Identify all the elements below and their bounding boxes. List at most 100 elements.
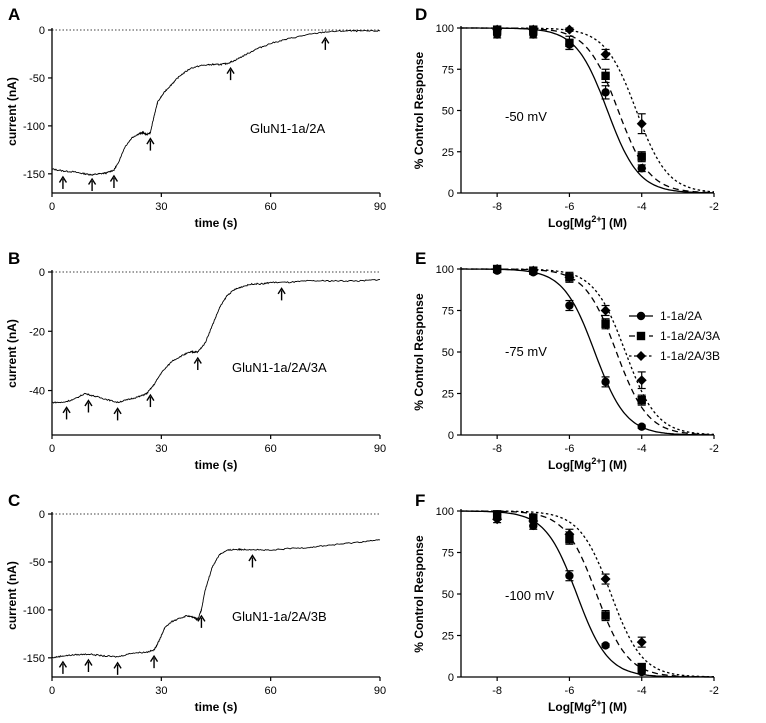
drug-application-arrow: [248, 554, 257, 568]
arrow-head: [146, 137, 155, 145]
y-tick-label: -100: [23, 121, 45, 133]
arrow-head: [87, 177, 97, 185]
x-tick-label: -6: [565, 201, 575, 213]
arrow-head: [321, 36, 330, 44]
data-point-square: [601, 71, 610, 81]
data-point-circle: [601, 641, 610, 650]
x-axis-title-main: Log[Mg: [548, 216, 591, 230]
panel-f: -8 -6 -4 -2 0 25 50 75 100 Log[Mg2+] (M) % Control…: [412, 506, 719, 714]
drug-application-arrow: [84, 658, 93, 672]
arrow-head: [248, 554, 257, 562]
legend-marker-diamond: [636, 351, 646, 361]
data-point-circle: [601, 377, 610, 387]
data-point-square: [565, 38, 574, 48]
legend-marker-square: [636, 331, 646, 341]
drug-application-arrow: [146, 137, 155, 151]
y-tick-label: -150: [23, 653, 45, 665]
data-point-diamond: [564, 272, 575, 283]
current-trace: [51, 278, 381, 404]
data-point-diamond: [600, 305, 611, 316]
data-point-diamond: [528, 24, 539, 35]
drug-application-arrow: [109, 174, 119, 188]
annotation-label: -75 mV: [505, 344, 547, 359]
y-tick-label: 75: [442, 64, 454, 76]
panel-b: 0 30 60 90 0 -20 -40 time (s) current (nA) GluN1-…: [5, 267, 386, 472]
data-point-diamond: [528, 515, 539, 526]
data-point-diamond: [600, 49, 611, 60]
annotation-label: GluN1-1a/2A: [250, 121, 325, 136]
y-tick-label: 75: [442, 548, 454, 560]
arrow-head: [84, 399, 93, 407]
x-axis-title: Log[Mg2+] (M): [548, 456, 627, 472]
drug-application-arrow: [113, 661, 122, 675]
x-axis-title-sup: 2+: [591, 214, 601, 224]
x-tick-label: -4: [637, 443, 647, 455]
x-axis-title: time (s): [195, 216, 238, 230]
x-tick-label: -6: [565, 443, 575, 455]
x-tick-label: 90: [374, 201, 386, 213]
x-tick-label: -2: [709, 201, 719, 213]
y-tick-label: 50: [442, 347, 454, 359]
y-tick-label: -50: [29, 557, 45, 569]
legend-label: 1-1a/2A/3A: [660, 329, 720, 343]
arrow-head: [113, 661, 122, 669]
fit-curve-square: [461, 27, 714, 194]
drug-application-arrow: [87, 177, 97, 191]
fit-curve-diamond: [461, 510, 715, 678]
y-tick-label: 100: [436, 23, 454, 35]
data-point-diamond: [564, 529, 575, 540]
x-axis-title: Log[Mg2+] (M): [548, 214, 627, 230]
x-tick-label: -4: [637, 685, 647, 697]
x-axis-title: Log[Mg2+] (M): [548, 698, 627, 714]
x-axis-title-end: ] (M): [602, 700, 627, 714]
y-tick-label: 50: [442, 106, 454, 118]
current-trace: [51, 29, 381, 176]
x-tick-label: 0: [49, 201, 55, 213]
x-tick-label: 30: [155, 685, 167, 697]
fit-curve-diamond: [461, 268, 715, 436]
drug-application-arrow: [58, 660, 68, 674]
y-tick-label: 0: [448, 672, 454, 684]
data-point-diamond: [564, 24, 575, 35]
y-tick-label: 0: [39, 25, 45, 37]
y-tick-label: -50: [29, 73, 45, 85]
x-tick-label: -8: [492, 201, 502, 213]
x-tick-label: 30: [155, 443, 167, 455]
drug-application-arrow: [146, 393, 155, 408]
data-point-square: [601, 319, 610, 328]
arrow-head: [149, 654, 159, 663]
x-axis-title-main: Log[Mg: [548, 700, 591, 714]
drug-application-arrow: [277, 287, 286, 301]
data-point-diamond: [636, 637, 647, 648]
x-tick-label: -2: [709, 443, 719, 455]
drug-application-arrow: [149, 654, 159, 669]
y-tick-label: -100: [23, 605, 45, 617]
x-tick-label: -4: [637, 201, 647, 213]
x-tick-label: 90: [374, 685, 386, 697]
y-axis-title: % Control Response: [412, 535, 426, 653]
arrow-head: [58, 175, 68, 183]
arrow-head: [146, 393, 155, 401]
x-tick-label: 90: [374, 443, 386, 455]
data-point-circle: [601, 88, 610, 97]
drug-application-arrow: [193, 356, 202, 371]
y-tick-label: 50: [442, 589, 454, 601]
data-point-diamond: [492, 514, 503, 525]
arrow-head: [197, 614, 206, 622]
legend-label: 1-1a/2A/3B: [660, 349, 720, 363]
x-axis-title-sup: 2+: [591, 456, 601, 466]
data-point-circle: [565, 301, 574, 310]
y-axis-title: % Control Response: [412, 52, 426, 170]
x-tick-label: 60: [265, 685, 277, 697]
panel-label-b: B: [8, 249, 20, 268]
arrow-head: [58, 660, 68, 668]
annotation-label: -50 mV: [505, 109, 547, 124]
data-point-diamond: [636, 118, 647, 129]
x-tick-label: 60: [265, 201, 277, 213]
panel-label-d: D: [415, 5, 427, 24]
y-tick-label: 100: [436, 506, 454, 518]
fit-curve-diamond: [461, 27, 715, 193]
data-point-square: [637, 395, 646, 405]
y-tick-label: 0: [448, 430, 454, 442]
annotation-label: -100 mV: [505, 588, 554, 603]
